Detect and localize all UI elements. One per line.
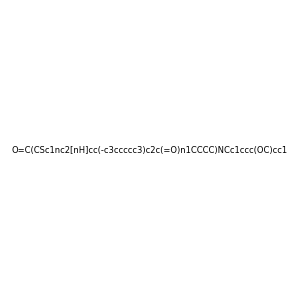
Text: O=C(CSc1nc2[nH]cc(-c3ccccc3)c2c(=O)n1CCCC)NCc1ccc(OC)cc1: O=C(CSc1nc2[nH]cc(-c3ccccc3)c2c(=O)n1CCC…: [12, 146, 288, 154]
